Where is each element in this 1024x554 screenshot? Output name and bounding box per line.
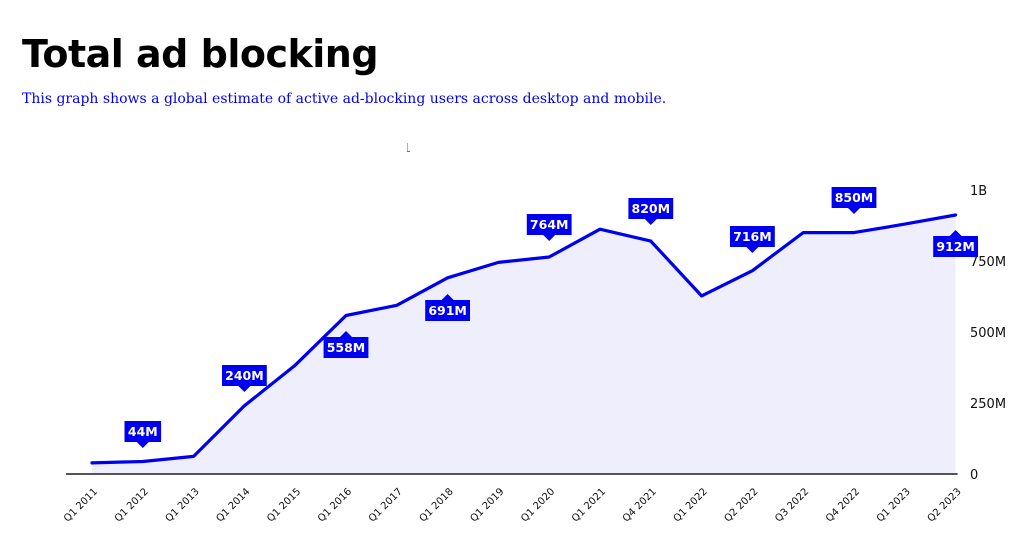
value-callout: 691M: [425, 294, 470, 321]
x-tick-label: Q3 2022: [773, 486, 811, 524]
value-callout: 558M: [323, 331, 369, 358]
callout-pointer: [949, 230, 962, 236]
y-tick-label: 500M: [970, 326, 1006, 341]
text-cursor-icon: [407, 143, 410, 152]
x-tick-label: Q1 2011: [62, 486, 100, 524]
callout-pointer: [746, 247, 759, 253]
x-tick-label: Q2 2022: [722, 486, 760, 524]
callout-box: [222, 365, 267, 386]
callout-text: 716M: [733, 229, 772, 244]
x-tick-label: Q2 2023: [926, 486, 964, 524]
callout-pointer: [136, 442, 149, 448]
area-fill: [92, 215, 956, 474]
callout-pointer: [340, 331, 352, 337]
data-line: [90, 213, 958, 465]
callout-box: [425, 300, 470, 321]
value-labels: 44M 240M 558M 691M 764M 820M 716M 850M 912M: [124, 187, 978, 448]
callout-box: [933, 236, 978, 257]
callout-box: [628, 198, 674, 219]
chart-title: Total ad blocking: [22, 32, 379, 76]
callout-text: 240M: [225, 368, 264, 383]
value-callout: 240M: [222, 365, 267, 392]
y-tick-label: 750M: [970, 255, 1006, 270]
callout-text: 912M: [936, 239, 975, 254]
x-tick-label: Q1 2021: [570, 486, 608, 524]
x-tick-label: Q1 2018: [418, 486, 456, 524]
x-tick-label: Q1 2013: [164, 486, 202, 524]
callout-text: 691M: [428, 303, 467, 318]
x-tick-label: Q1 2016: [316, 486, 354, 524]
x-tick-label: Q4 2021: [621, 486, 659, 524]
callout-text: 558M: [327, 340, 366, 355]
value-callout: 716M: [730, 226, 775, 253]
x-tick-label: Q1 2014: [214, 486, 252, 524]
x-tick-label: Q4 2022: [824, 486, 862, 524]
x-tick-label: Q1 2012: [113, 486, 151, 524]
callout-box: [124, 421, 162, 442]
callout-pointer: [848, 208, 860, 214]
y-tick-label: 1B: [970, 184, 987, 199]
value-callout: 44M: [124, 421, 162, 448]
callout-text: 44M: [128, 424, 158, 439]
callout-box: [831, 187, 877, 208]
value-callout: 912M: [933, 230, 978, 257]
value-callout: 820M: [628, 198, 674, 225]
callout-pointer: [238, 386, 251, 392]
callout-box: [323, 337, 369, 358]
callout-pointer: [644, 219, 657, 225]
x-axis: Q1 2011 Q1 2012 Q1 2013 Q1 2014 Q1 2015 Q1 20…: [62, 486, 964, 524]
value-callout: 850M: [831, 187, 877, 214]
value-callout: 764M: [526, 214, 572, 241]
x-tick-label: Q1 2017: [367, 486, 405, 524]
y-tick-label: 0: [970, 468, 978, 483]
callout-box: [730, 226, 775, 247]
callout-pointer: [543, 235, 556, 241]
x-tick-label: Q1 2020: [519, 486, 557, 524]
y-tick-label: 250M: [970, 397, 1006, 412]
x-tick-label: Q1 2019: [468, 486, 506, 524]
x-tick-label: Q1 2023: [875, 486, 913, 524]
callout-text: 820M: [632, 201, 671, 216]
callout-box: [526, 214, 572, 235]
callout-pointer: [441, 294, 454, 300]
x-tick-label: Q1 2022: [672, 486, 710, 524]
callout-text: 764M: [530, 217, 569, 232]
chart-subtitle: This graph shows a global estimate of ac…: [22, 91, 667, 107]
callout-text: 850M: [835, 190, 874, 205]
y-axis: 0 250M 500M 750M 1B: [970, 184, 1006, 483]
x-tick-label: Q1 2015: [265, 486, 303, 524]
